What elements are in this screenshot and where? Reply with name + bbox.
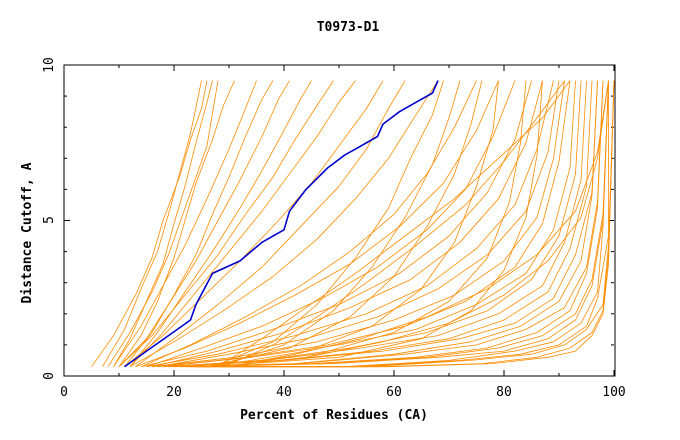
series-line-2 bbox=[113, 80, 213, 367]
series-line-39 bbox=[201, 80, 527, 368]
series-line-7 bbox=[118, 80, 290, 367]
series-line-44 bbox=[223, 80, 565, 368]
chart-title: T0973-D1 bbox=[317, 20, 380, 35]
series-line-5 bbox=[113, 80, 257, 367]
series-line-12 bbox=[135, 80, 406, 368]
series-line-26 bbox=[173, 80, 593, 368]
series-line-46 bbox=[228, 80, 609, 368]
series-line-0 bbox=[91, 80, 208, 367]
series-line-17 bbox=[140, 80, 532, 368]
series-line-8 bbox=[129, 80, 312, 367]
series-line-10 bbox=[129, 80, 356, 367]
series-line-11 bbox=[124, 80, 384, 368]
series-line-4 bbox=[118, 80, 235, 367]
x-tick-label-100: 100 bbox=[602, 385, 625, 400]
series-line-16 bbox=[146, 80, 516, 368]
series-line-22 bbox=[162, 80, 571, 368]
series-line-6 bbox=[124, 80, 274, 367]
x-tick-label-80: 80 bbox=[496, 385, 512, 400]
x-tick-label-20: 20 bbox=[166, 385, 182, 400]
series-line-3 bbox=[107, 80, 219, 367]
axis-ticks bbox=[63, 64, 615, 377]
series-group bbox=[91, 80, 615, 368]
series-line-35 bbox=[190, 80, 615, 368]
series-line-14 bbox=[140, 80, 477, 368]
y-tick-label-0: 0 bbox=[42, 372, 57, 380]
series-line-31 bbox=[179, 80, 609, 368]
series-line-33 bbox=[185, 80, 609, 368]
series-line-21 bbox=[151, 80, 565, 368]
plot-frame bbox=[63, 64, 616, 377]
y-tick-label-5: 5 bbox=[42, 216, 57, 224]
series-line-1 bbox=[102, 80, 202, 367]
series-line-38 bbox=[206, 80, 543, 368]
series-line-42 bbox=[217, 80, 461, 368]
series-line-30 bbox=[184, 80, 604, 368]
series-line-29 bbox=[173, 80, 604, 368]
series-line-47 bbox=[223, 80, 609, 368]
series-line-37 bbox=[196, 80, 615, 368]
series-line-9 bbox=[118, 80, 334, 367]
x-tick-label-40: 40 bbox=[276, 385, 292, 400]
series-line-40 bbox=[212, 80, 499, 368]
series-line-13 bbox=[129, 80, 439, 368]
series-line-45 bbox=[217, 80, 571, 368]
series-line-34 bbox=[196, 80, 609, 368]
series-line-15 bbox=[135, 80, 499, 368]
x-tick-label-0: 0 bbox=[60, 385, 68, 400]
series-line-28 bbox=[179, 80, 598, 368]
series-line-41 bbox=[206, 80, 483, 368]
x-axis-label: Percent of Residues (CA) bbox=[240, 408, 428, 423]
series-line-27 bbox=[168, 80, 598, 368]
series-line-43 bbox=[212, 80, 444, 368]
series-line-32 bbox=[190, 80, 609, 368]
y-axis-label: Distance Cutoff, A bbox=[20, 162, 35, 303]
highlighted-series-line bbox=[124, 80, 439, 368]
series-line-19 bbox=[146, 80, 554, 368]
y-tick-label-10: 10 bbox=[42, 57, 57, 73]
x-tick-label-60: 60 bbox=[386, 385, 402, 400]
series-line-24 bbox=[168, 80, 582, 368]
